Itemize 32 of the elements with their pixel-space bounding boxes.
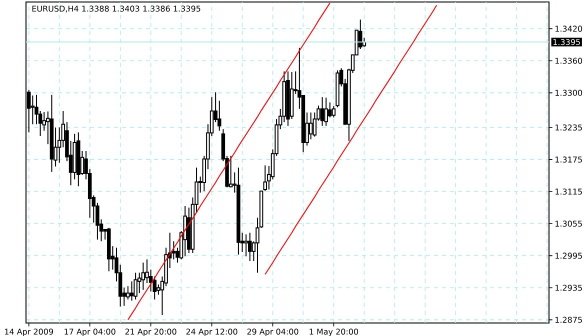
- candlestick: [76, 132, 80, 187]
- candlestick: [332, 106, 336, 118]
- candlestick: [50, 94, 54, 172]
- candlestick: [134, 272, 138, 300]
- y-tick-label: 1.3420: [555, 26, 582, 32]
- y-tick-label: 1.3175: [555, 156, 582, 163]
- y-tick-label: 1.3115: [555, 188, 582, 195]
- candlestick: [236, 167, 240, 256]
- candlestick: [248, 232, 252, 262]
- candlestick: [324, 97, 328, 126]
- x-tick-label: 14 Apr 2009: [5, 328, 54, 336]
- chart-title: EURUSD,H4 1.3388 1.3403 1.3386 1.3395: [32, 6, 200, 12]
- x-tick-label: 29 Apr 04:00: [247, 328, 298, 336]
- candlestick: [320, 96, 324, 126]
- y-tick-label: 1.3300: [555, 90, 582, 96]
- candlestick: [183, 206, 187, 257]
- y-tick-label: 1.2935: [555, 284, 582, 291]
- x-tick-label: 17 Apr 04:00: [64, 328, 116, 336]
- candlestick: [286, 70, 290, 126]
- x-tick-label: 1 May 20:00: [310, 328, 358, 336]
- candlestick: [244, 234, 248, 257]
- x-tick-label: 24 Apr 12:00: [186, 328, 238, 336]
- candlestick: [336, 70, 340, 108]
- y-tick-label: 1.3235: [555, 124, 582, 131]
- y-tick-label: 1.3360: [555, 58, 582, 64]
- y-tick-label: 1.2995: [555, 252, 582, 259]
- ref-line-label: 1.3395: [553, 39, 580, 46]
- candlestick: [107, 227, 111, 272]
- x-tick-label: 21 Apr 20:00: [125, 328, 176, 336]
- y-tick-label: 1.3055: [555, 220, 582, 227]
- y-tick-label: 1.2875: [555, 316, 582, 323]
- candlestick: [141, 262, 146, 290]
